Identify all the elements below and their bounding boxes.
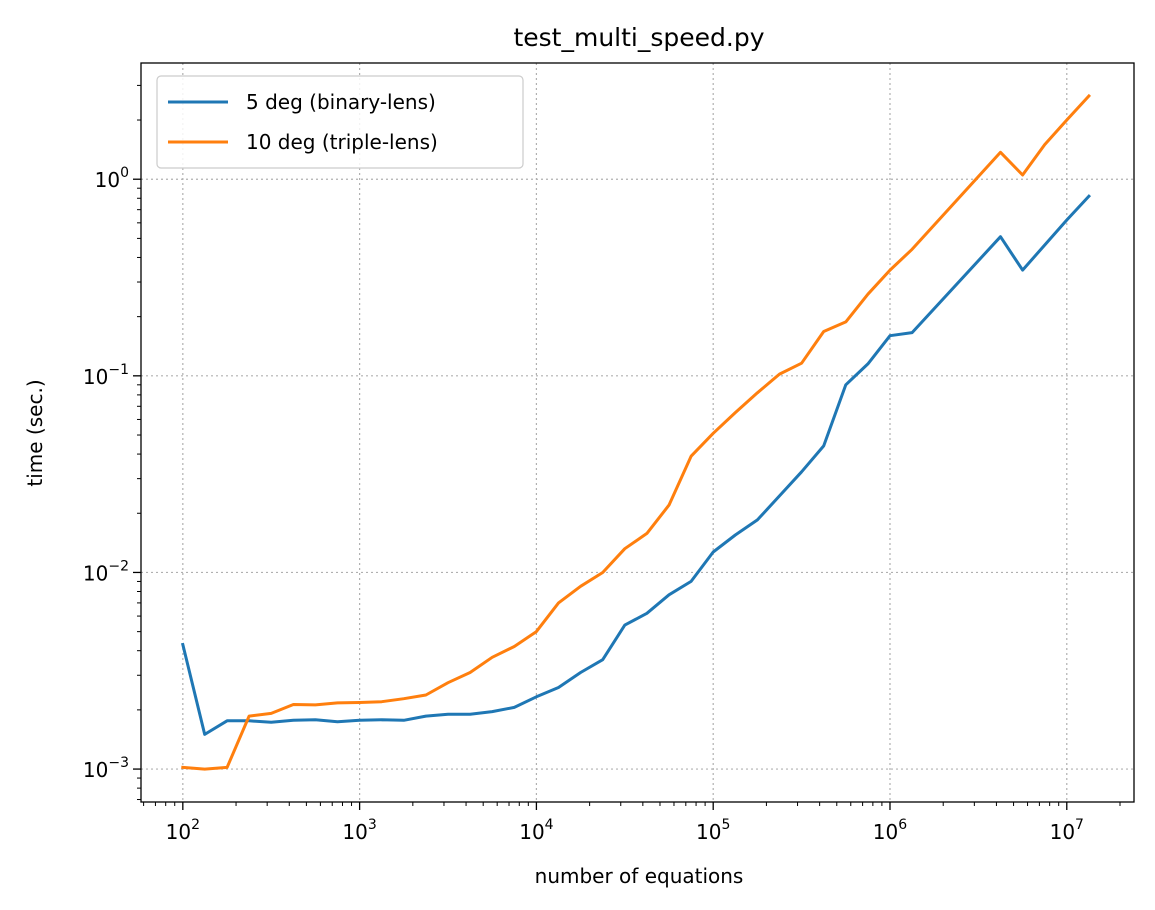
y-axis-label: time (sec.): [23, 379, 47, 486]
x-tick-label: 103: [342, 817, 376, 844]
y-tick-label: 10−2: [83, 558, 129, 585]
grid: [141, 63, 1134, 802]
chart-title: test_multi_speed.py: [513, 23, 764, 52]
x-tick-label: 102: [166, 817, 200, 844]
x-tick-label: 106: [873, 817, 907, 844]
y-tick-label: 10−1: [83, 362, 129, 389]
legend: 5 deg (binary-lens) 10 deg (triple-lens): [156, 75, 524, 169]
x-tick-label: 104: [519, 817, 553, 844]
x-tick-label: 107: [1050, 817, 1084, 844]
y-tick-label: 10−3: [83, 755, 129, 782]
x-axis-label: number of equations: [535, 864, 744, 888]
ticks: 102 103 104 105 106 107 10−3 10−2 10−1 100: [83, 84, 1121, 844]
legend-box: [156, 75, 524, 169]
legend-label-binary: 5 deg (binary-lens): [246, 90, 436, 114]
series-lines: [180, 93, 1092, 771]
legend-label-triple: 10 deg (triple-lens): [246, 130, 438, 154]
series-line-binary: [180, 194, 1092, 736]
x-tick-label: 105: [696, 817, 730, 844]
plot-frame: [140, 62, 1135, 803]
series-line-triple: [181, 93, 1092, 771]
y-tick-label: 100: [95, 165, 129, 192]
